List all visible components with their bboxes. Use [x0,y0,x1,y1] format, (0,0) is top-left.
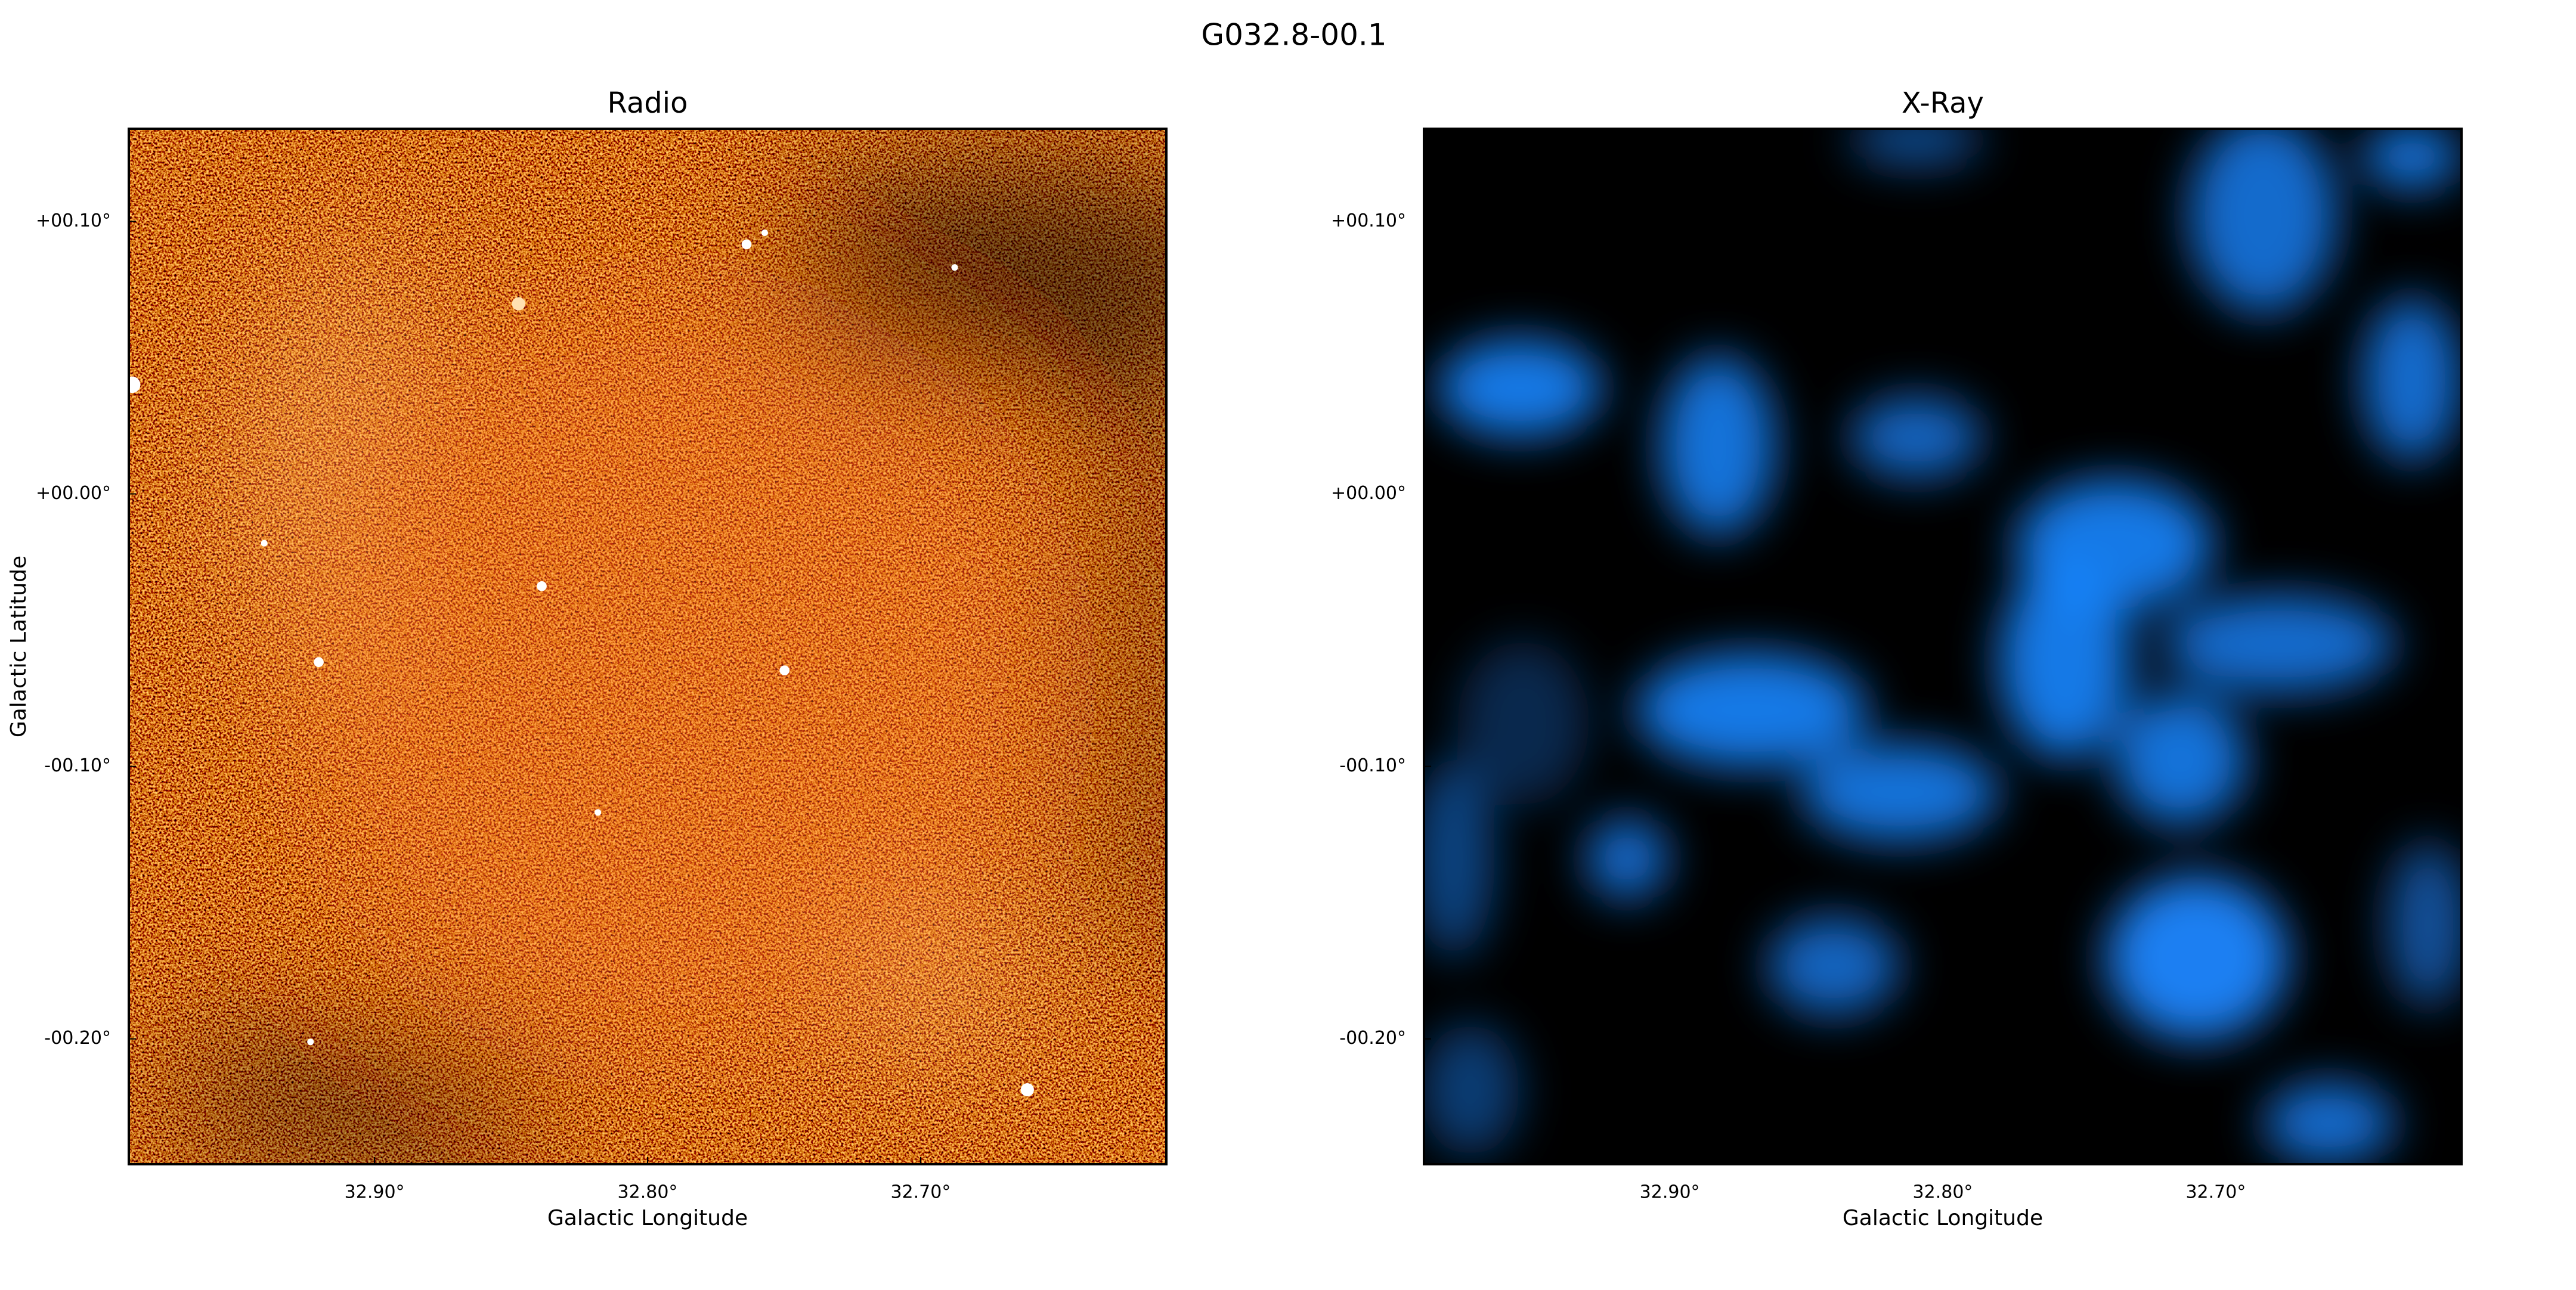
x-tick-label: 32.90° [1640,1182,1700,1203]
y-tick-label: -00.20° [1339,1028,1406,1049]
x-tick-label: 32.90° [345,1182,405,1203]
x-tick-label: 32.80° [1913,1182,1973,1203]
y-axis-label: Galactic Latitude [7,556,31,737]
panel-title: X-Ray [1902,86,1984,120]
panel-title: Radio [608,86,688,120]
y-tick-label: +00.00° [1331,483,1406,504]
x-tick-label: 32.70° [2185,1182,2246,1203]
y-tick-label: -00.20° [44,1028,111,1049]
y-tick-label: +00.10° [36,210,111,231]
x-axis-label: Galactic Longitude [1843,1206,2043,1230]
x-tick-label: 32.70° [890,1182,950,1203]
x-axis-label: Galactic Longitude [547,1206,748,1230]
y-tick-label: -00.10° [44,755,111,776]
y-tick-label: +00.00° [36,483,111,504]
y-tick-label: -00.10° [1339,755,1406,776]
y-tick-label: +00.10° [1331,210,1406,231]
xray-image [1424,129,2462,1164]
x-tick-label: 32.80° [618,1182,678,1203]
figure-title: G032.8-00.1 [1201,18,1386,52]
radio-image [129,129,1166,1164]
